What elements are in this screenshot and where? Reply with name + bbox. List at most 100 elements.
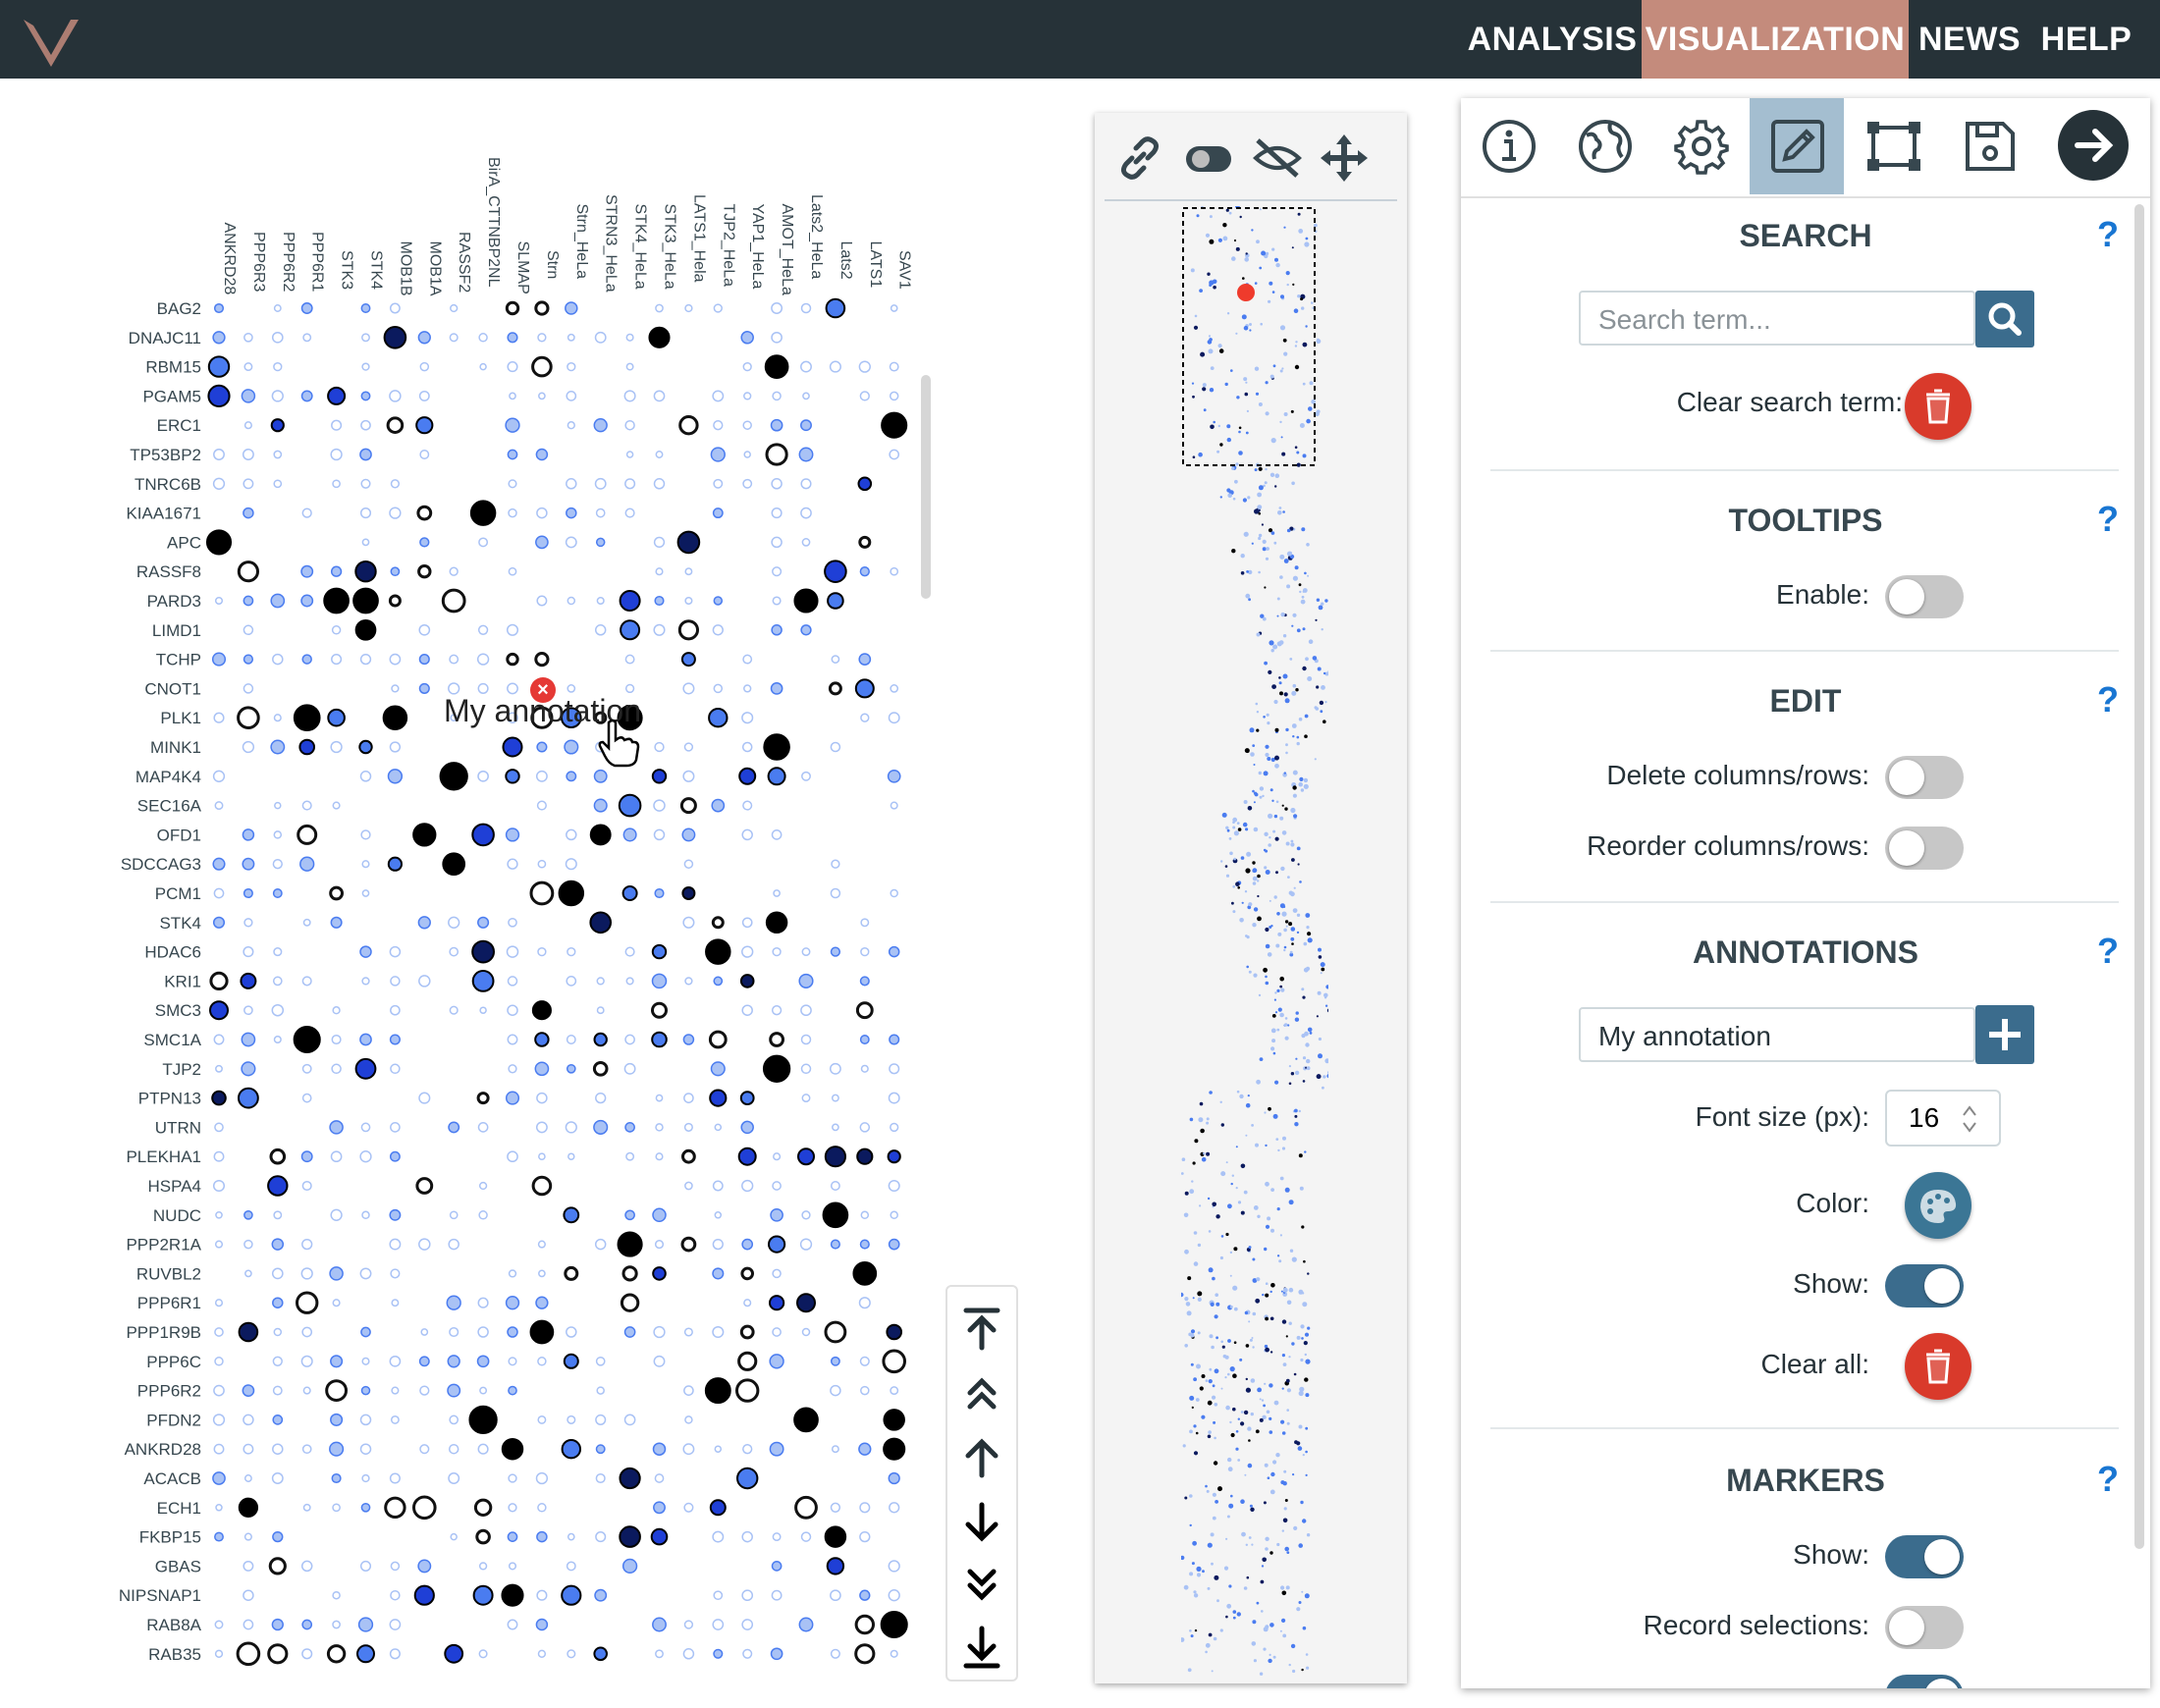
- dot[interactable]: [536, 741, 548, 753]
- dot[interactable]: [859, 976, 870, 987]
- dot[interactable]: [655, 451, 664, 458]
- dot[interactable]: [593, 1119, 609, 1135]
- page-down-icon[interactable]: [952, 1556, 1011, 1615]
- dot[interactable]: [681, 1148, 696, 1164]
- link-icon[interactable]: [1114, 133, 1165, 184]
- row-label[interactable]: DNAJC11: [129, 329, 201, 347]
- dot[interactable]: [739, 974, 755, 988]
- panel-scrollbar[interactable]: [2134, 204, 2144, 1549]
- dot[interactable]: [270, 593, 286, 609]
- dot[interactable]: [236, 1641, 261, 1667]
- dot[interactable]: [537, 946, 547, 957]
- row-label[interactable]: STK4: [159, 914, 201, 933]
- dot[interactable]: [794, 1495, 818, 1520]
- color-picker-button[interactable]: [1905, 1172, 1971, 1239]
- dot[interactable]: [654, 1240, 665, 1250]
- row-label[interactable]: TCHP: [156, 651, 201, 669]
- dot[interactable]: [301, 654, 312, 665]
- dot[interactable]: [739, 1324, 755, 1340]
- dot[interactable]: [213, 449, 225, 460]
- dot[interactable]: [832, 1123, 839, 1132]
- tab-globe[interactable]: [1557, 98, 1651, 194]
- dot[interactable]: [267, 1643, 289, 1665]
- dot[interactable]: [390, 1004, 401, 1016]
- dot[interactable]: [477, 1326, 489, 1338]
- dot[interactable]: [684, 977, 693, 986]
- dot[interactable]: [712, 1180, 724, 1192]
- dot[interactable]: [593, 798, 608, 813]
- dot[interactable]: [831, 859, 840, 869]
- dot[interactable]: [765, 911, 788, 934]
- dot[interactable]: [682, 1443, 695, 1456]
- jump-to-bottom-icon[interactable]: [952, 1619, 1011, 1678]
- dot[interactable]: [301, 800, 312, 811]
- dot[interactable]: [800, 419, 812, 432]
- row-label[interactable]: NIPSNAP1: [119, 1586, 201, 1605]
- close-panel-icon[interactable]: [2058, 110, 2129, 181]
- dot[interactable]: [890, 888, 898, 898]
- dot[interactable]: [567, 1152, 575, 1160]
- dot[interactable]: [860, 918, 870, 928]
- dot[interactable]: [444, 1643, 464, 1664]
- dot[interactable]: [272, 653, 284, 666]
- markers-help-icon[interactable]: ?: [2097, 1459, 2119, 1499]
- dot[interactable]: [242, 740, 255, 754]
- dot[interactable]: [738, 767, 757, 785]
- dot[interactable]: [770, 1207, 783, 1222]
- dot[interactable]: [448, 1472, 460, 1484]
- record-selections-toggle[interactable]: [1885, 1606, 1964, 1649]
- dot[interactable]: [507, 712, 518, 723]
- dot[interactable]: [713, 596, 724, 606]
- dot[interactable]: [243, 362, 253, 372]
- dot[interactable]: [830, 1384, 841, 1397]
- dot[interactable]: [566, 828, 577, 841]
- dot[interactable]: [212, 1471, 226, 1485]
- dot[interactable]: [624, 946, 635, 957]
- dot[interactable]: [449, 1210, 459, 1220]
- dot[interactable]: [419, 537, 430, 548]
- dot[interactable]: [330, 1355, 344, 1368]
- dot[interactable]: [653, 390, 666, 402]
- dot[interactable]: [390, 479, 401, 489]
- dot[interactable]: [650, 1527, 669, 1546]
- dot[interactable]: [655, 1152, 664, 1161]
- row-label[interactable]: PTPN13: [138, 1090, 201, 1108]
- dot[interactable]: [301, 1648, 313, 1660]
- row-label[interactable]: PPP6C: [146, 1353, 201, 1371]
- dot[interactable]: [448, 682, 460, 695]
- dot[interactable]: [537, 859, 547, 869]
- dot[interactable]: [214, 801, 224, 811]
- dot[interactable]: [683, 1385, 694, 1396]
- dot[interactable]: [624, 419, 635, 431]
- dot[interactable]: [653, 623, 666, 636]
- dot[interactable]: [387, 856, 403, 872]
- dot[interactable]: [243, 478, 254, 490]
- dot[interactable]: [471, 970, 495, 992]
- dot[interactable]: [801, 1210, 811, 1220]
- dot[interactable]: [242, 449, 254, 460]
- dot[interactable]: [712, 624, 724, 636]
- dot[interactable]: [243, 595, 254, 607]
- dot[interactable]: [596, 977, 605, 986]
- dot[interactable]: [743, 684, 752, 693]
- dot[interactable]: [537, 333, 547, 343]
- dot[interactable]: [330, 1208, 343, 1221]
- dot[interactable]: [619, 590, 641, 612]
- dot[interactable]: [741, 828, 753, 841]
- dot[interactable]: [567, 596, 576, 606]
- dot[interactable]: [507, 1619, 518, 1630]
- dot[interactable]: [826, 1557, 845, 1575]
- dot[interactable]: [439, 762, 468, 791]
- dot[interactable]: [714, 1123, 723, 1132]
- dot[interactable]: [237, 706, 260, 730]
- dot[interactable]: [535, 770, 548, 782]
- dot[interactable]: [215, 1504, 223, 1512]
- dot[interactable]: [769, 1441, 784, 1457]
- dot[interactable]: [822, 1201, 849, 1229]
- dot[interactable]: [476, 653, 490, 666]
- dot[interactable]: [447, 1355, 460, 1368]
- dot[interactable]: [799, 1238, 813, 1251]
- dot[interactable]: [684, 303, 693, 313]
- dot[interactable]: [713, 683, 724, 694]
- dot[interactable]: [212, 1179, 226, 1193]
